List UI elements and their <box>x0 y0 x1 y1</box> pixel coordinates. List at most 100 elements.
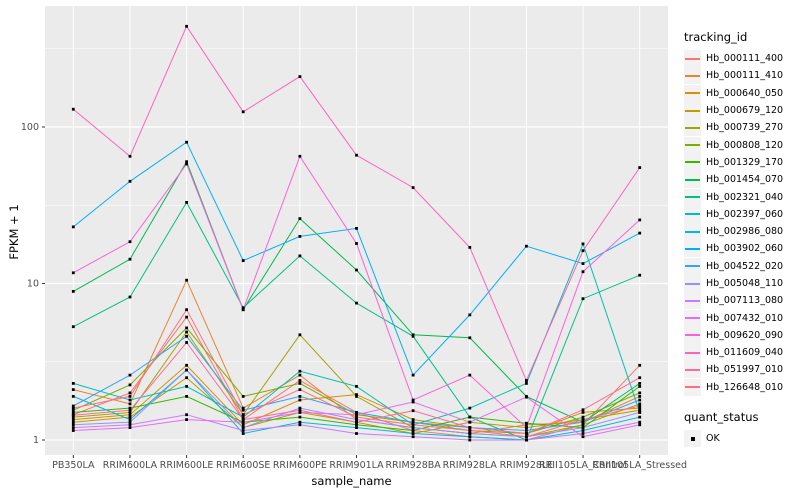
data-point <box>411 334 415 338</box>
data-point <box>185 308 188 312</box>
data-point <box>468 420 472 424</box>
data-point <box>185 278 188 282</box>
data-point <box>581 249 585 253</box>
data-point <box>468 426 472 429</box>
legend-item-label: Hb_009620_090 <box>706 329 784 341</box>
data-point <box>525 423 528 427</box>
data-point <box>128 240 132 244</box>
legend-key-swatch <box>684 153 701 171</box>
data-point <box>355 415 358 419</box>
legend-title-quant-status: quant_status <box>684 409 759 424</box>
data-point <box>185 315 188 319</box>
data-point <box>411 333 415 337</box>
y-tick-label: 1 <box>33 435 39 446</box>
data-point <box>468 432 472 435</box>
legend-line-icon <box>685 247 700 250</box>
data-point <box>128 295 132 299</box>
legend-key-swatch <box>684 171 701 189</box>
quant-legend-item: OK <box>684 430 798 448</box>
tracking-id-legend-items: Hb_000111_400 Hb_000111_410 Hb_000640_050 H… <box>684 50 798 396</box>
legend-key-swatch <box>684 344 701 362</box>
x-tick-label: RRIM600SE <box>216 460 270 471</box>
data-point <box>298 379 302 382</box>
data-point <box>241 306 245 310</box>
data-point <box>128 413 132 417</box>
data-point <box>411 423 415 427</box>
legend-key-swatch <box>684 84 701 102</box>
data-point <box>468 429 472 432</box>
legend-key-swatch <box>684 309 701 327</box>
data-point <box>241 413 245 417</box>
legend-line-icon <box>685 213 700 216</box>
data-point <box>128 408 132 412</box>
legend-item-label: Hb_004522_020 <box>706 260 784 272</box>
legend-item: Hb_011609_040 <box>684 344 798 362</box>
data-point <box>581 429 585 432</box>
x-tick-label: PB350LA <box>52 460 95 471</box>
data-point <box>298 382 302 385</box>
data-point <box>638 408 642 412</box>
legend-key-swatch <box>684 275 701 292</box>
legend-item: Hb_000679_120 <box>684 102 798 120</box>
data-point <box>638 218 642 222</box>
data-point <box>581 411 585 414</box>
legend-key-swatch <box>684 223 701 241</box>
x-tick-label: RRIM600PE <box>273 460 327 471</box>
data-point <box>638 423 642 427</box>
data-point <box>638 382 642 385</box>
quant-status-legend-items: OK <box>684 430 798 448</box>
legend-item: Hb_002321_040 <box>684 188 798 206</box>
legend-line-icon <box>685 161 700 164</box>
data-point <box>355 426 358 429</box>
legend-item-label: Hb_051997_010 <box>706 364 784 376</box>
data-point <box>355 242 358 245</box>
data-point <box>185 385 188 388</box>
data-point <box>241 415 245 419</box>
data-point <box>71 406 75 410</box>
data-point <box>71 382 75 385</box>
data-point <box>128 398 132 402</box>
data-point <box>355 301 358 305</box>
legend-line-icon <box>685 299 700 302</box>
data-point <box>468 313 472 317</box>
data-point <box>185 330 188 334</box>
data-point <box>71 225 75 229</box>
legend-line-icon <box>685 178 700 181</box>
legend-item: Hb_005048_110 <box>684 275 798 292</box>
data-point <box>71 404 75 408</box>
data-point <box>298 406 302 410</box>
data-point <box>581 270 585 274</box>
data-point <box>241 259 245 262</box>
data-point <box>128 423 132 427</box>
data-point <box>468 406 472 410</box>
data-point <box>355 268 358 272</box>
legend-line-icon <box>685 74 700 77</box>
legend-line-icon <box>685 57 700 60</box>
data-point <box>241 432 245 435</box>
legend-title-tracking-id: tracking_id <box>684 30 748 44</box>
data-point <box>128 391 132 395</box>
x-tick-label: RRIM928LA <box>443 460 498 471</box>
data-point <box>355 227 358 230</box>
data-point <box>468 415 472 419</box>
legend-item: Hb_000111_400 <box>684 50 798 68</box>
data-point <box>128 418 132 421</box>
legend-key-swatch <box>684 361 701 379</box>
data-point <box>71 395 75 398</box>
legend-item-label: Hb_000808_120 <box>706 139 784 151</box>
legend-item-label: Hb_001454_070 <box>706 174 784 186</box>
data-point <box>638 376 642 380</box>
data-point <box>298 423 302 427</box>
data-point <box>128 179 132 183</box>
legend-line-icon <box>685 126 700 129</box>
data-point <box>638 231 642 235</box>
x-tick-label: RRIM600LA <box>103 460 158 471</box>
legend-line-icon <box>685 386 700 389</box>
legend-item-label: Hb_002986_080 <box>706 226 784 238</box>
data-point <box>525 382 528 385</box>
data-point <box>128 383 132 387</box>
data-point <box>298 373 302 377</box>
data-point <box>525 244 528 248</box>
legend-key-swatch <box>684 136 701 154</box>
legend-key-swatch <box>684 292 701 310</box>
